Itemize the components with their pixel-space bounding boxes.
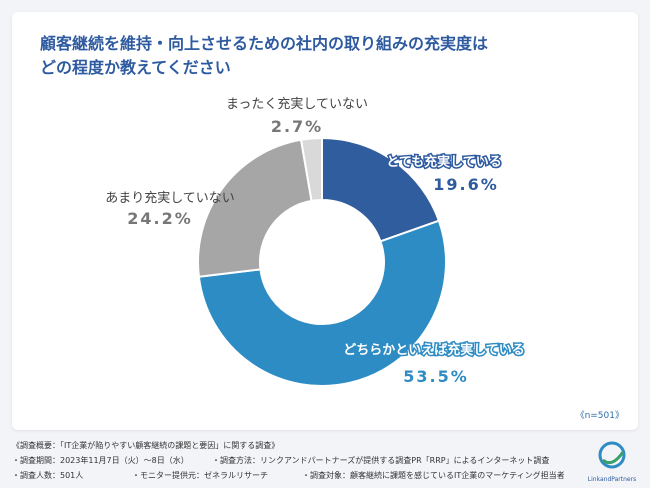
- slice-value-1: 53.5%: [403, 367, 469, 386]
- title-line-1: 顧客継続を維持・向上させるための社内の取り組みの充実度は: [40, 34, 489, 53]
- logo-mark-icon: [598, 441, 626, 469]
- slice-label-0: とても充実している: [386, 154, 502, 170]
- slice-value-0: 19.6%: [433, 175, 499, 194]
- slice-label-2: あまり充実していない: [105, 190, 235, 206]
- footer-method: ・調査方法：リンクアンドパートナーズが提供する調査PR「RRP」によるインターネ…: [212, 456, 550, 465]
- logo-text: LinkandPartners: [587, 476, 637, 483]
- slice-label-1: どちらかといえば充実している: [343, 342, 525, 358]
- sample-size-label: 《n=501》: [575, 411, 624, 421]
- footer-period: ・調査期間：2023年11月7日（火）〜8日（水）: [12, 456, 189, 465]
- slice-value-2: 24.2%: [127, 209, 193, 228]
- footer-row: ・調査期間：2023年11月7日（火）〜8日（水） ・調査方法：リンクアンドパー…: [12, 453, 582, 468]
- slice-0: [321, 136, 441, 243]
- survey-footer: 《調査概要：「IT企業が陥りやすい顧客継続の課題と要因」に関する調査》 ・調査期…: [12, 438, 582, 483]
- slice-2: [197, 138, 313, 278]
- footer-provider: ・モニター提供元：ゼネラルリサーチ: [132, 471, 268, 480]
- footer-count: ・調査人数：501人: [12, 471, 84, 480]
- footer-summary: 《調査概要：「IT企業が陥りやすい顧客継続の課題と要因」に関する調査》: [12, 441, 280, 450]
- title-line-2: どの程度か教えてください: [40, 58, 231, 77]
- slice-3: [299, 136, 323, 203]
- slice-value-3: 2.7%: [271, 117, 323, 136]
- footer-row: 《調査概要：「IT企業が陥りやすい顧客継続の課題と要因」に関する調査》: [12, 438, 582, 453]
- chart-title: 顧客継続を維持・向上させるための社内の取り組みの充実度は どの程度か教えてくださ…: [40, 32, 600, 80]
- slice-1: [197, 219, 447, 387]
- footer-target: ・調査対象：顧客継続に課題を感じているIT企業のマーケティング担当者: [302, 471, 565, 480]
- company-logo: LinkandPartners: [586, 440, 638, 484]
- slice-label-3: まったく充実していない: [226, 96, 368, 112]
- footer-row: ・調査人数：501人 ・モニター提供元：ゼネラルリサーチ ・調査対象：顧客継続に…: [12, 468, 582, 483]
